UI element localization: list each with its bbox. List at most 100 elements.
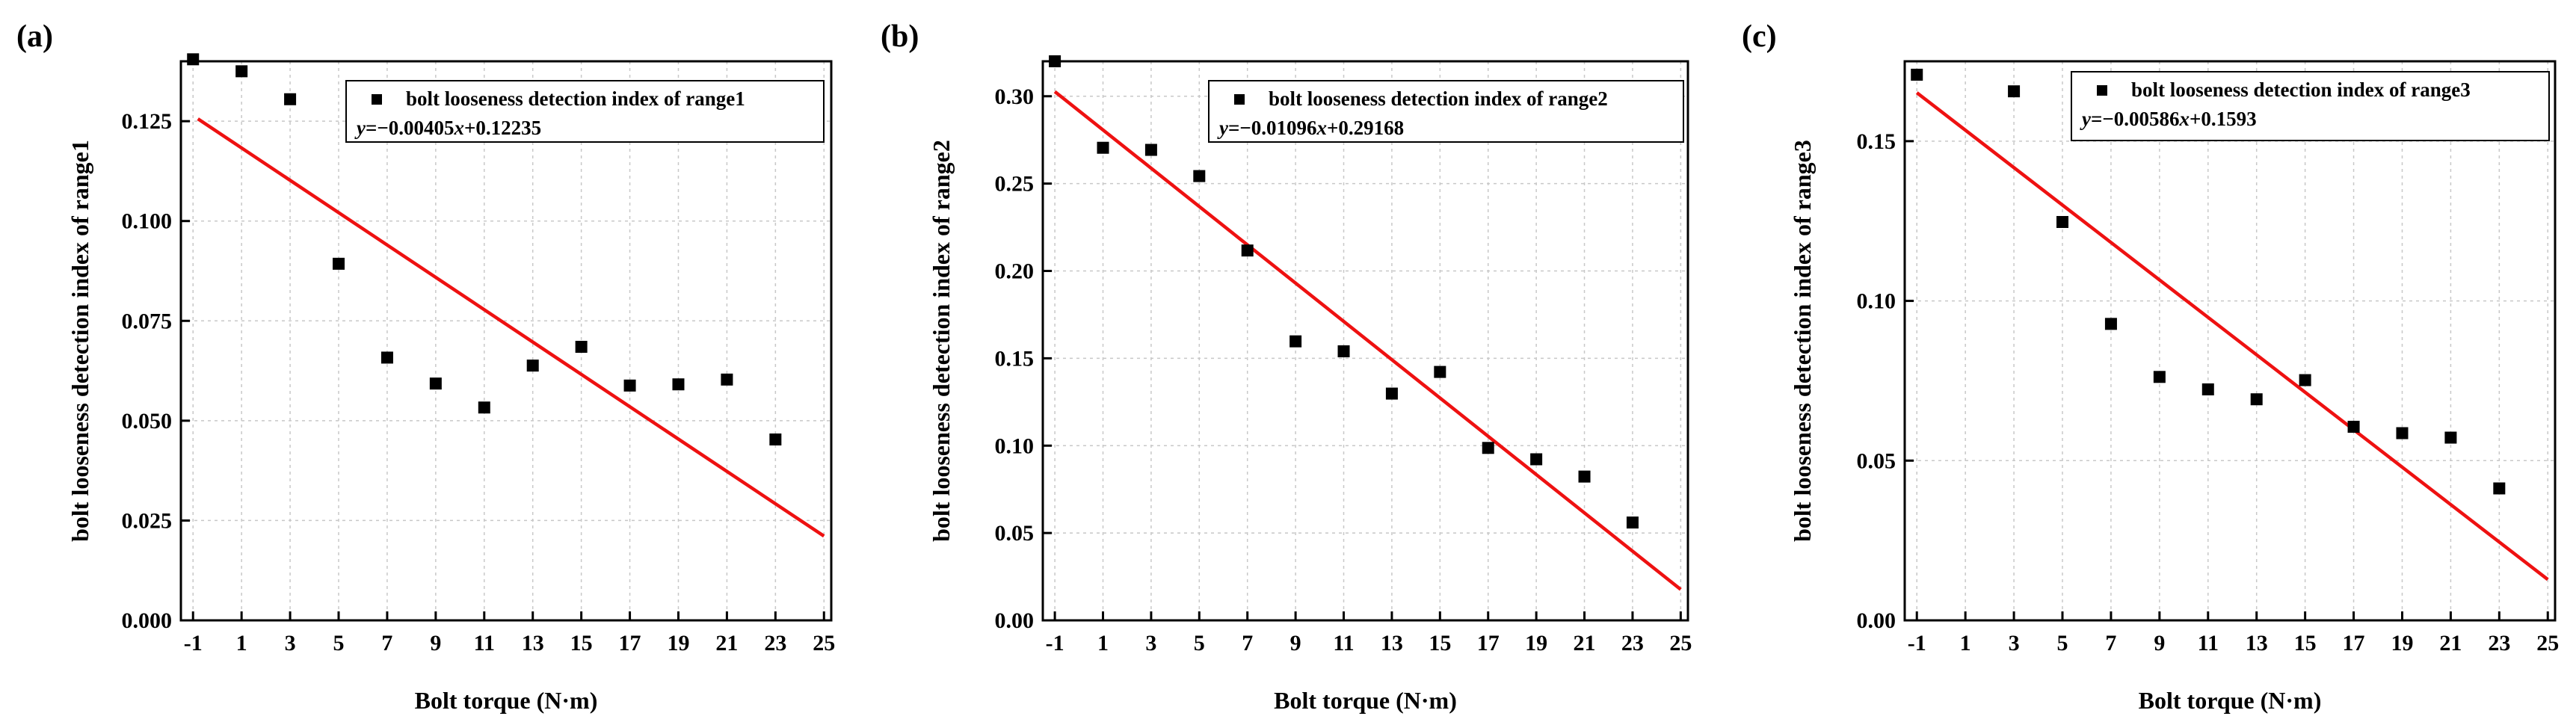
data-point — [2493, 482, 2506, 495]
x-tick-label: 13 — [1381, 631, 1403, 655]
data-point — [478, 401, 490, 414]
x-tick-label: 21 — [2439, 631, 2462, 655]
y-tick-label: 0.25 — [995, 172, 1035, 197]
fit-line — [197, 117, 825, 538]
data-point — [380, 351, 393, 364]
y-axis-label: bolt looseness detection index of range1 — [67, 140, 93, 542]
data-point — [526, 360, 539, 372]
legend-marker — [2097, 85, 2107, 96]
fit-equation-eq-mid: =−0.00405 — [366, 117, 455, 139]
data-point — [1482, 442, 1494, 454]
legend-box — [2071, 71, 2550, 141]
plot-frame — [1041, 60, 1689, 622]
data-point — [1626, 516, 1639, 529]
x-tick-label: 11 — [2198, 631, 2219, 655]
data-point — [623, 379, 636, 392]
fit-equation-eq-tail: +0.29168 — [1327, 117, 1404, 139]
data-point — [1193, 170, 1206, 182]
y-tick-label: 0.050 — [122, 409, 173, 434]
data-point — [2008, 85, 2021, 98]
data-point — [1911, 68, 1923, 81]
fit-equation: y=−0.00586x+0.1593 — [2080, 108, 2257, 130]
fit-equation: y=−0.01096x+0.29168 — [1217, 117, 1404, 139]
fit-equation-eq-tail: +0.1593 — [2190, 108, 2257, 130]
x-tick-label: 17 — [619, 631, 641, 655]
data-point — [235, 65, 248, 78]
fit-equation-eq-tail: +0.12235 — [464, 117, 541, 139]
x-tick-label: 9 — [430, 631, 441, 655]
legend-marker — [372, 94, 382, 105]
plot-frame — [179, 60, 833, 622]
x-tick-label: 15 — [2294, 631, 2317, 655]
x-tick-label: 7 — [381, 631, 392, 655]
panel-label: (c) — [1742, 19, 1777, 54]
x-tick-label: 21 — [715, 631, 738, 655]
x-tick-label: 15 — [1429, 631, 1451, 655]
x-tick-label: 5 — [2057, 631, 2068, 655]
x-tick-label: 25 — [1669, 631, 1692, 655]
x-tick-label: 15 — [570, 631, 593, 655]
data-point — [2056, 215, 2069, 228]
data-point — [2104, 318, 2117, 330]
fit-equation-eq-mid: =−0.00586 — [2091, 108, 2180, 130]
data-point — [2347, 420, 2360, 433]
y-tick-label: 0.30 — [995, 84, 1035, 109]
x-tick-label: 5 — [1194, 631, 1205, 655]
fit-equation-eq-var: y — [1217, 117, 1229, 139]
y-tick-label: 0.15 — [995, 346, 1035, 371]
fit-line — [1053, 90, 1682, 591]
legend-box — [345, 80, 825, 143]
x-tick-label: -1 — [1908, 631, 1926, 655]
y-tick-label: 0.125 — [122, 109, 173, 134]
fit-line — [1915, 91, 2549, 581]
fit-equation-eq-var: y — [2080, 108, 2092, 130]
data-point — [284, 93, 297, 105]
x-tick-label: 1 — [1097, 631, 1109, 655]
data-point — [2299, 374, 2311, 386]
x-tick-label: 3 — [2009, 631, 2020, 655]
panel-label: (b) — [881, 19, 919, 54]
fit-equation-eq-var2: x — [454, 117, 465, 139]
data-point — [1144, 144, 1157, 156]
y-tick-label: 0.100 — [122, 209, 173, 234]
x-tick-label: 13 — [2246, 631, 2268, 655]
legend-entry: bolt looseness detection index of range1 — [406, 87, 745, 110]
x-axis-label: Bolt torque (N·m) — [2139, 687, 2322, 714]
data-point — [2396, 427, 2409, 439]
x-axis-label: Bolt torque (N·m) — [1274, 687, 1457, 714]
x-axis-label: Bolt torque (N·m) — [415, 687, 598, 714]
x-tick-label: 1 — [1960, 631, 1971, 655]
fit-equation-eq-var2: x — [2179, 108, 2190, 130]
x-tick-label: 23 — [1621, 631, 1644, 655]
x-tick-label: 23 — [2488, 631, 2510, 655]
data-point — [1241, 244, 1254, 257]
x-tick-label: 3 — [1145, 631, 1156, 655]
chart-panel-2: (b)-1 1 3 5 7 9 11 13 15 17 19 21 23 250.000.050.100.… — [881, 19, 1692, 714]
x-tick-label: 7 — [2105, 631, 2116, 655]
legend-entry: bolt looseness detection index of range3 — [2131, 78, 2471, 101]
x-tick-label: 25 — [2536, 631, 2559, 655]
y-axis-label: bolt looseness detection index of range2 — [928, 140, 955, 542]
y-tick-label: 0.00 — [995, 608, 1035, 633]
data-point — [672, 378, 685, 391]
y-tick-label: 0.10 — [995, 434, 1035, 458]
data-point — [1385, 387, 1398, 400]
x-tick-label: 21 — [1574, 631, 1596, 655]
y-tick-label: 0.075 — [122, 309, 173, 333]
data-point — [2444, 431, 2457, 444]
data-point — [2250, 393, 2263, 406]
fit-equation: y=−0.00405x+0.12235 — [354, 117, 541, 139]
legend: bolt looseness detection index of range2… — [1208, 80, 1684, 143]
data-point — [1578, 470, 1591, 483]
legend-box — [1208, 80, 1684, 143]
panel-label: (a) — [16, 19, 53, 54]
data-point — [2153, 371, 2166, 383]
fit-equation-eq-mid: =−0.01096 — [1228, 117, 1317, 139]
legend-entry: bolt looseness detection index of range2 — [1269, 87, 1608, 110]
x-tick-label: 9 — [1290, 631, 1301, 655]
data-point — [1337, 345, 1350, 358]
x-tick-label: 17 — [2343, 631, 2365, 655]
x-tick-label: 5 — [333, 631, 345, 655]
data-point — [721, 373, 733, 386]
